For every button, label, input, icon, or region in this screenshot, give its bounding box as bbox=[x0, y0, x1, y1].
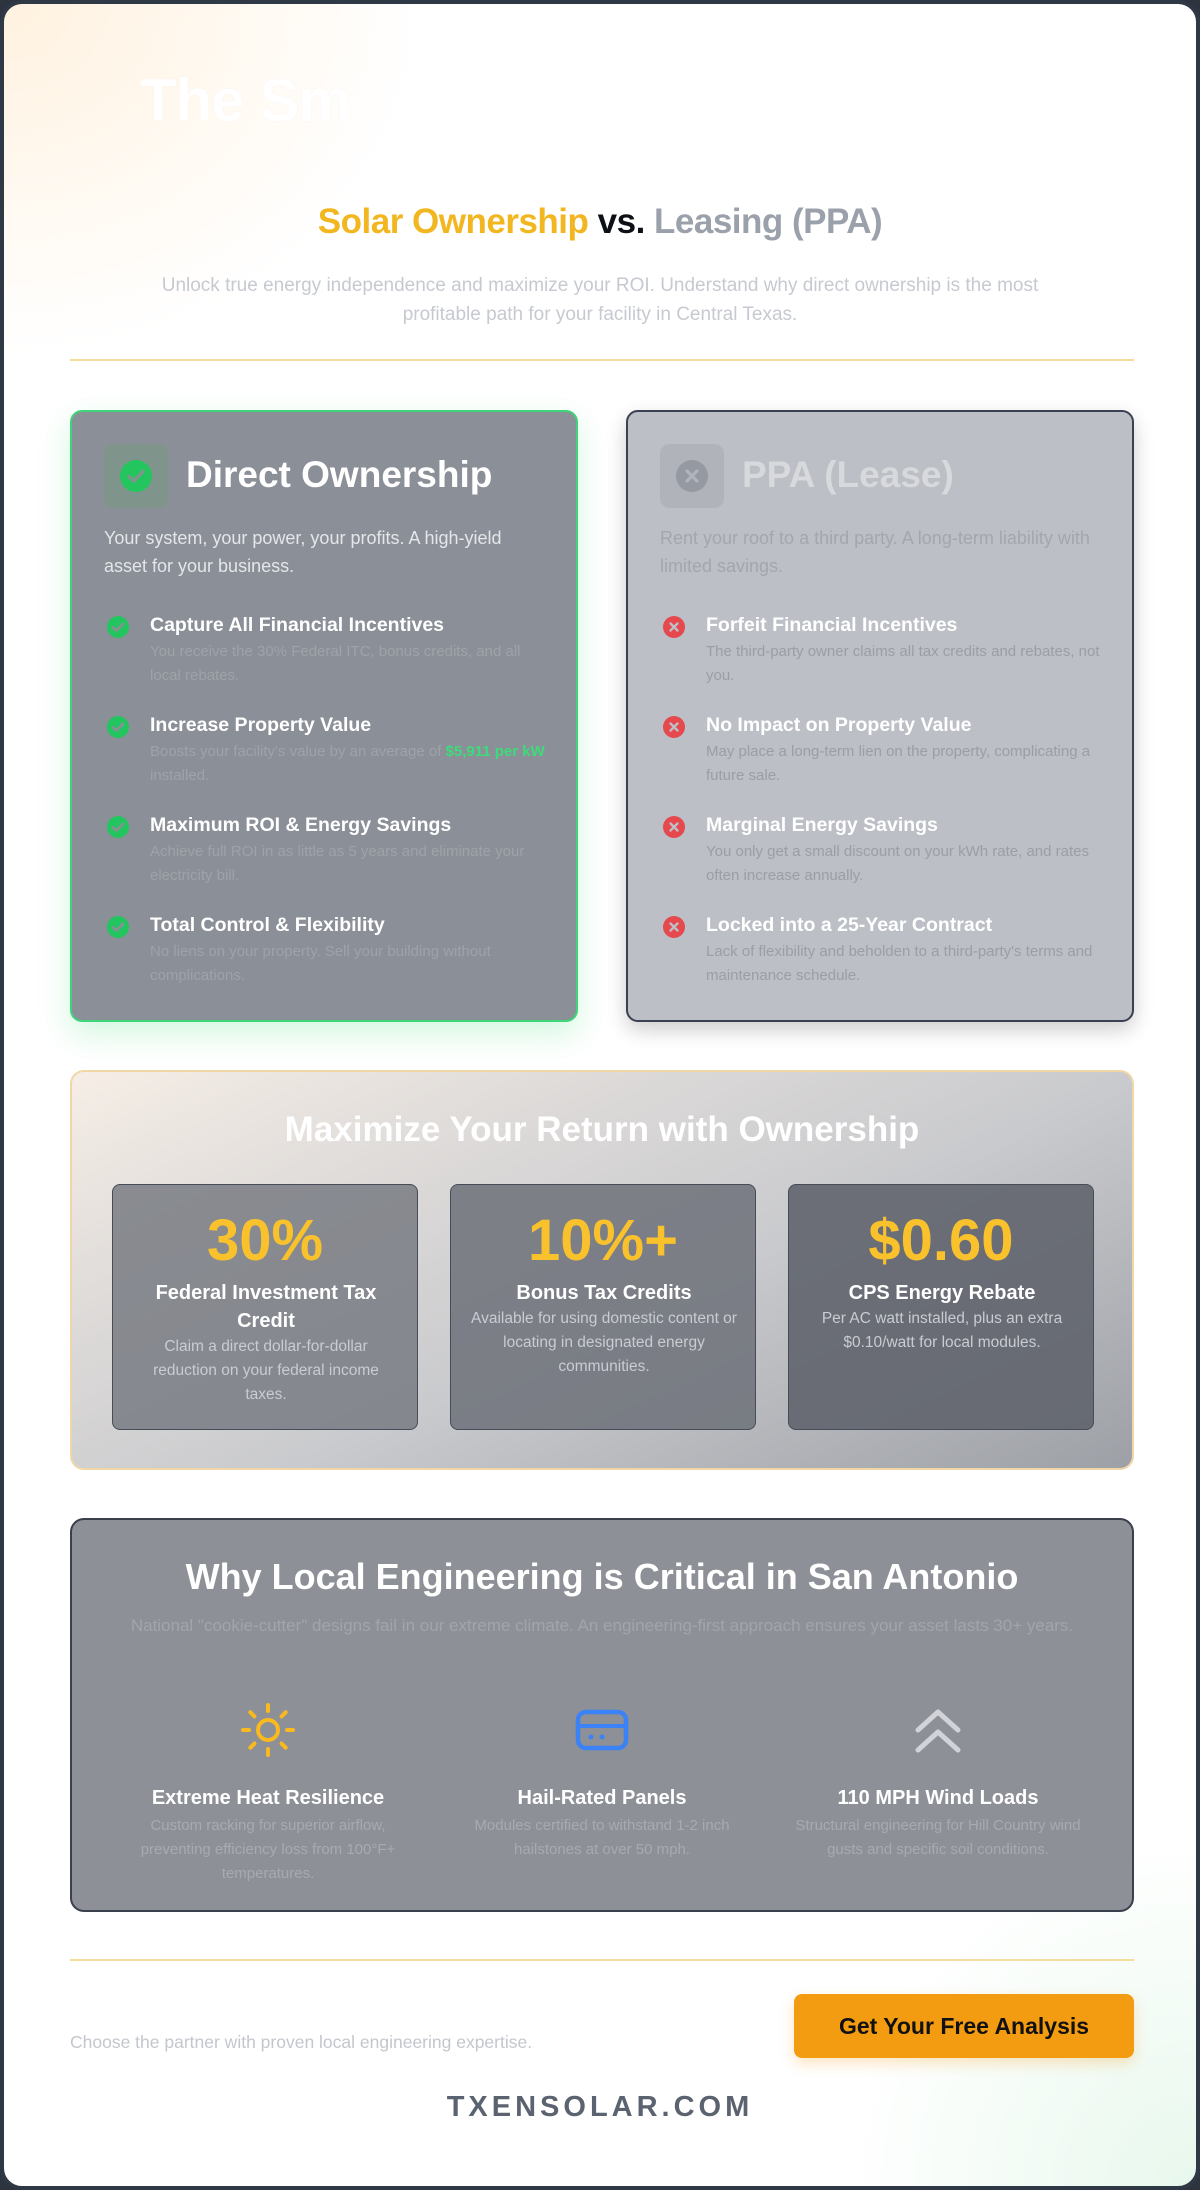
feature-title: Increase Property Value bbox=[150, 714, 372, 736]
feature-title: Capture All Financial Incentives bbox=[150, 614, 445, 636]
feature-description-text: installed. bbox=[150, 767, 210, 784]
page-subtitle: Unlock true energy independence and maxi… bbox=[161, 275, 1039, 325]
feature-description: You receive the 30% Federal ITC, bonus c… bbox=[150, 643, 521, 684]
feature-description: May place a long-term lien on the proper… bbox=[706, 743, 1091, 784]
title-leasing: Leasing (PPA) bbox=[654, 202, 883, 241]
stat-card: $0.60 CPS Energy Rebate Per AC watt inst… bbox=[788, 1184, 1094, 1430]
stat-label: Federal Investment Tax Credit bbox=[155, 1282, 377, 1332]
panel-icon bbox=[575, 1709, 629, 1751]
engineering-item-title: Extreme Heat Resilience bbox=[151, 1787, 385, 1809]
feature-description: No liens on your property. Sell your bui… bbox=[150, 943, 491, 984]
engineering-item-description: Structural engineering for Hill Country … bbox=[795, 1817, 1081, 1858]
page-title: Solar Ownership vs. Leasing (PPA) bbox=[4, 202, 1196, 242]
check-circle-icon bbox=[107, 716, 129, 738]
stat-card: 30% Federal Investment Tax Credit Claim … bbox=[112, 1184, 418, 1430]
stat-value: $0.60 bbox=[868, 1208, 1014, 1273]
feature-description: Achieve full ROI in as little as 5 years… bbox=[150, 843, 525, 884]
brand-url[interactable]: TXENSOLAR.COM bbox=[446, 2091, 754, 2123]
engineering-item-description: Modules certified to withstand 1-2 inch … bbox=[474, 1817, 730, 1858]
stat-card: 10%+ Bonus Tax Credits Available for usi… bbox=[450, 1184, 756, 1430]
check-circle-icon bbox=[107, 616, 129, 638]
bottom-divider bbox=[70, 1959, 1134, 1961]
feature-title: Total Control & Flexibility bbox=[150, 914, 385, 936]
engineering-item: Hail-Rated Panels Modules certified to w… bbox=[452, 1700, 752, 1862]
property-value-highlight: $5,911 per kW bbox=[445, 743, 545, 760]
feature-title: Maximum ROI & Energy Savings bbox=[150, 814, 452, 836]
check-circle-icon bbox=[104, 444, 168, 508]
feature-description-text: Boosts your facility's value by an avera… bbox=[150, 743, 446, 760]
roi-title: Maximize Your Return with Ownership bbox=[284, 1110, 920, 1149]
stat-description: Claim a direct dollar-for-dollar reducti… bbox=[153, 1338, 379, 1403]
hero-ghost-title: The Sm bbox=[140, 67, 352, 134]
stat-label: Bonus Tax Credits bbox=[516, 1282, 692, 1304]
x-circle-icon bbox=[660, 444, 724, 508]
title-ownership: Solar Ownership bbox=[317, 202, 589, 241]
engineering-item-title: 110 MPH Wind Loads bbox=[837, 1787, 1039, 1809]
chevrons-up-icon bbox=[915, 1709, 961, 1753]
feature-description: Boosts your facility's value by an avera… bbox=[150, 740, 550, 788]
feature-description: You only get a small discount on your kW… bbox=[706, 843, 1089, 884]
stat-description: Available for using domestic content or … bbox=[471, 1310, 737, 1375]
ownership-card-title: Direct Ownership bbox=[186, 454, 493, 495]
footer-note: Choose the partner with proven local eng… bbox=[70, 2032, 533, 2052]
feature-title: Locked into a 25-Year Contract bbox=[706, 914, 993, 936]
lease-card-title: PPA (Lease) bbox=[742, 454, 954, 495]
x-circle-icon bbox=[663, 816, 685, 838]
title-vs: vs. bbox=[597, 202, 646, 241]
engineering-title: Why Local Engineering is Critical in San… bbox=[185, 1556, 1019, 1597]
engineering-item: Extreme Heat Resilience Custom racking f… bbox=[118, 1700, 418, 1886]
ownership-card-description: Your system, your power, your profits. A… bbox=[104, 528, 502, 576]
top-divider bbox=[70, 359, 1134, 361]
roi-section: Maximize Your Return with Ownership 30% … bbox=[70, 1070, 1134, 1470]
feature-description: The third-party owner claims all tax cre… bbox=[706, 643, 1100, 684]
check-circle-icon bbox=[107, 816, 129, 838]
feature-title: No Impact on Property Value bbox=[706, 714, 972, 736]
engineering-item: 110 MPH Wind Loads Structural engineerin… bbox=[788, 1700, 1088, 1862]
x-circle-icon bbox=[663, 716, 685, 738]
stat-value: 10%+ bbox=[528, 1208, 678, 1273]
x-circle-icon bbox=[663, 616, 685, 638]
feature-title: Forfeit Financial Incentives bbox=[706, 614, 958, 636]
get-free-analysis-button[interactable]: Get Your Free Analysis bbox=[794, 1994, 1134, 2058]
lease-card-description: Rent your roof to a third party. A long-… bbox=[660, 528, 1090, 576]
stat-description: Per AC watt installed, plus an extra $0.… bbox=[821, 1310, 1063, 1351]
check-circle-icon bbox=[107, 916, 129, 938]
feature-description: Lack of flexibility and beholden to a th… bbox=[706, 943, 1093, 984]
stat-value: 30% bbox=[206, 1208, 324, 1273]
engineering-description: National "cookie-cutter" designs fail in… bbox=[130, 1616, 1074, 1635]
lease-card: PPA (Lease) Rent your roof to a third pa… bbox=[626, 410, 1134, 1022]
stat-label: CPS Energy Rebate bbox=[848, 1282, 1036, 1304]
engineering-section: Why Local Engineering is Critical in San… bbox=[70, 1518, 1134, 1912]
engineering-item-title: Hail-Rated Panels bbox=[517, 1787, 687, 1809]
engineering-item-description: Custom racking for superior airflow, pre… bbox=[140, 1817, 396, 1882]
feature-title: Marginal Energy Savings bbox=[706, 814, 938, 836]
ownership-card: Direct Ownership Your system, your power… bbox=[70, 410, 578, 1022]
sun-icon bbox=[241, 1703, 295, 1757]
x-circle-icon bbox=[663, 916, 685, 938]
